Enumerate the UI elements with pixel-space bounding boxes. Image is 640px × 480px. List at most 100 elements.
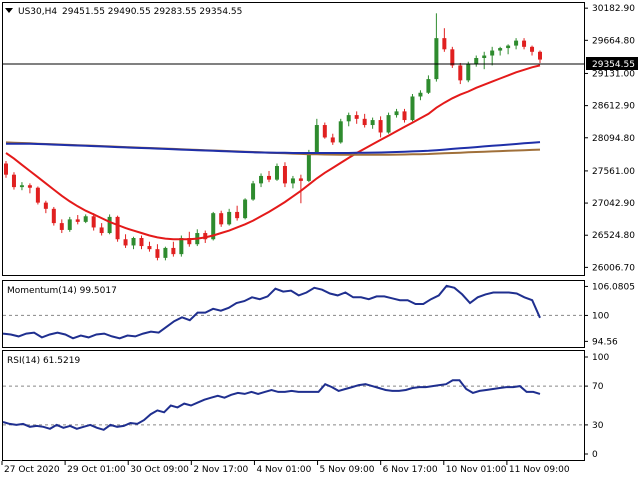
momentum-tick-label: 106.0805 (592, 282, 635, 292)
candle (466, 61, 471, 83)
candle-body (235, 211, 240, 219)
candle-body (322, 125, 327, 138)
candle-body (91, 216, 96, 228)
candle (514, 38, 519, 50)
candle (163, 246, 168, 261)
symbol-label: US30,H4 (18, 7, 57, 17)
candle (434, 13, 439, 82)
candle-body (19, 185, 24, 188)
moving-averages-group (5, 64, 541, 241)
candle-body (474, 58, 479, 65)
candle (290, 175, 295, 189)
rsi-tick-label: 70 (592, 382, 604, 392)
candle-body (171, 247, 176, 255)
candle-body (538, 51, 542, 60)
rsi-group: 100 70 30 0 (2, 353, 609, 460)
candle (27, 183, 32, 194)
price-tick-label: 27042.90 (592, 199, 635, 209)
candle (43, 200, 48, 214)
candle (115, 215, 120, 242)
candle-body (187, 238, 192, 245)
candle (402, 108, 407, 123)
price-panel-frame (2, 2, 585, 276)
candle-body (394, 111, 399, 116)
rsi-tick-label: 100 (592, 353, 609, 363)
momentum-group: 106.0805 100 94.56 (2, 282, 635, 347)
candle (227, 208, 232, 226)
time-tick-label: 27 Oct 2020 (4, 465, 60, 475)
candle (83, 214, 88, 224)
candle-body (370, 120, 375, 126)
candle-body (434, 38, 439, 80)
candle-body (227, 211, 232, 225)
candle-body (139, 238, 144, 247)
rsi-panel-frame (2, 350, 585, 461)
candle-body (442, 38, 447, 50)
price-tick-label: 28612.90 (592, 102, 635, 112)
candle (19, 182, 24, 191)
momentum-tick-label: 94.56 (592, 337, 618, 347)
candle (410, 94, 415, 122)
candle-body (267, 175, 272, 180)
candle-body (386, 115, 391, 133)
time-tick-label: 10 Nov 01:00 (446, 465, 507, 475)
time-tick-label: 4 Nov 01:00 (256, 465, 311, 475)
candle (370, 117, 375, 129)
candle (259, 173, 264, 188)
rsi-tick-label: 30 (592, 421, 604, 431)
momentum-panel-frame (2, 280, 585, 348)
candle-body (410, 96, 415, 121)
candle-body (35, 187, 40, 203)
price-tick-label: 26006.70 (592, 263, 635, 273)
candle-body (402, 111, 407, 121)
time-tick-label: 29 Oct 01:00 (67, 465, 126, 475)
dropdown-arrow-icon[interactable] (5, 8, 13, 13)
candle-body (147, 246, 152, 250)
candle-body (298, 178, 303, 181)
candle (107, 214, 112, 235)
candle-body (522, 40, 527, 47)
price-tick-label: 29664.80 (592, 36, 635, 46)
candle-body (163, 247, 168, 258)
candle (99, 223, 104, 236)
candle (394, 108, 399, 118)
moving-average-line (5, 64, 541, 241)
candle (450, 46, 455, 68)
candle (346, 112, 351, 127)
candle-body (83, 216, 88, 222)
candle-body (482, 55, 487, 58)
candle (474, 55, 479, 67)
price-tick-label: 30182.90 (592, 4, 635, 14)
moving-average-line (6, 141, 541, 154)
candle (251, 180, 256, 201)
rsi-title: RSI(14) 61.5219 (7, 356, 80, 366)
candle (298, 174, 303, 204)
candle (35, 186, 40, 205)
time-tick-label: 5 Nov 09:00 (320, 465, 375, 475)
candle-body (75, 219, 80, 222)
candle (155, 244, 160, 261)
candle-body (115, 216, 120, 240)
time-tick-label: 2 Nov 17:00 (193, 465, 248, 475)
candle (490, 46, 495, 66)
candles-group (4, 13, 542, 261)
candle (458, 62, 463, 85)
price-tick-label: 29131.00 (592, 69, 635, 79)
candle (11, 172, 16, 190)
candle-body (330, 137, 335, 143)
candle-body (490, 50, 495, 56)
price-axis: 30182.90 29664.80 29131.00 28612.90 28094.80… (584, 4, 635, 273)
candle-body (155, 249, 160, 258)
candle-body (346, 115, 351, 122)
candle-body (306, 152, 311, 181)
candle-body (131, 238, 136, 246)
candle-body (51, 208, 56, 224)
time-tick-label: 6 Nov 17:00 (383, 465, 438, 475)
candle (442, 28, 447, 52)
candle (51, 206, 56, 226)
price-tick-label: 28094.80 (592, 134, 635, 144)
candle (282, 162, 287, 188)
momentum-tick-label: 100 (592, 311, 609, 321)
candle (235, 205, 240, 221)
